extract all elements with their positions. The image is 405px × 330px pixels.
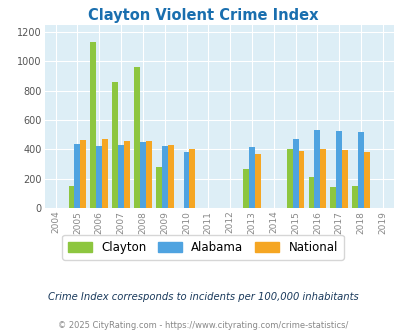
Bar xyxy=(298,151,304,208)
Bar xyxy=(248,147,254,208)
Bar xyxy=(314,129,320,208)
Legend: Clayton, Alabama, National: Clayton, Alabama, National xyxy=(62,235,343,260)
Bar xyxy=(286,148,292,208)
Text: © 2025 CityRating.com - https://www.cityrating.com/crime-statistics/: © 2025 CityRating.com - https://www.city… xyxy=(58,321,347,330)
Bar xyxy=(254,154,260,208)
Text: Clayton Violent Crime Index: Clayton Violent Crime Index xyxy=(87,8,318,23)
Bar xyxy=(292,139,298,208)
Bar xyxy=(167,145,173,208)
Bar xyxy=(243,169,248,208)
Bar xyxy=(357,132,363,208)
Bar xyxy=(341,150,347,208)
Bar xyxy=(308,177,314,208)
Bar xyxy=(90,42,96,208)
Bar xyxy=(134,67,140,208)
Bar xyxy=(74,144,80,208)
Bar xyxy=(352,186,357,208)
Bar xyxy=(145,141,151,208)
Bar xyxy=(363,152,369,208)
Bar xyxy=(161,146,167,208)
Bar xyxy=(335,131,341,208)
Bar xyxy=(80,140,86,208)
Bar xyxy=(124,141,130,208)
Bar xyxy=(140,142,145,208)
Bar xyxy=(189,149,195,208)
Bar xyxy=(118,145,124,208)
Bar xyxy=(183,152,189,208)
Bar xyxy=(96,147,102,208)
Bar xyxy=(330,187,335,208)
Bar xyxy=(156,167,161,208)
Text: Crime Index corresponds to incidents per 100,000 inhabitants: Crime Index corresponds to incidents per… xyxy=(47,292,358,302)
Bar xyxy=(102,139,108,208)
Bar xyxy=(112,82,118,208)
Bar xyxy=(68,186,74,208)
Bar xyxy=(320,149,326,208)
